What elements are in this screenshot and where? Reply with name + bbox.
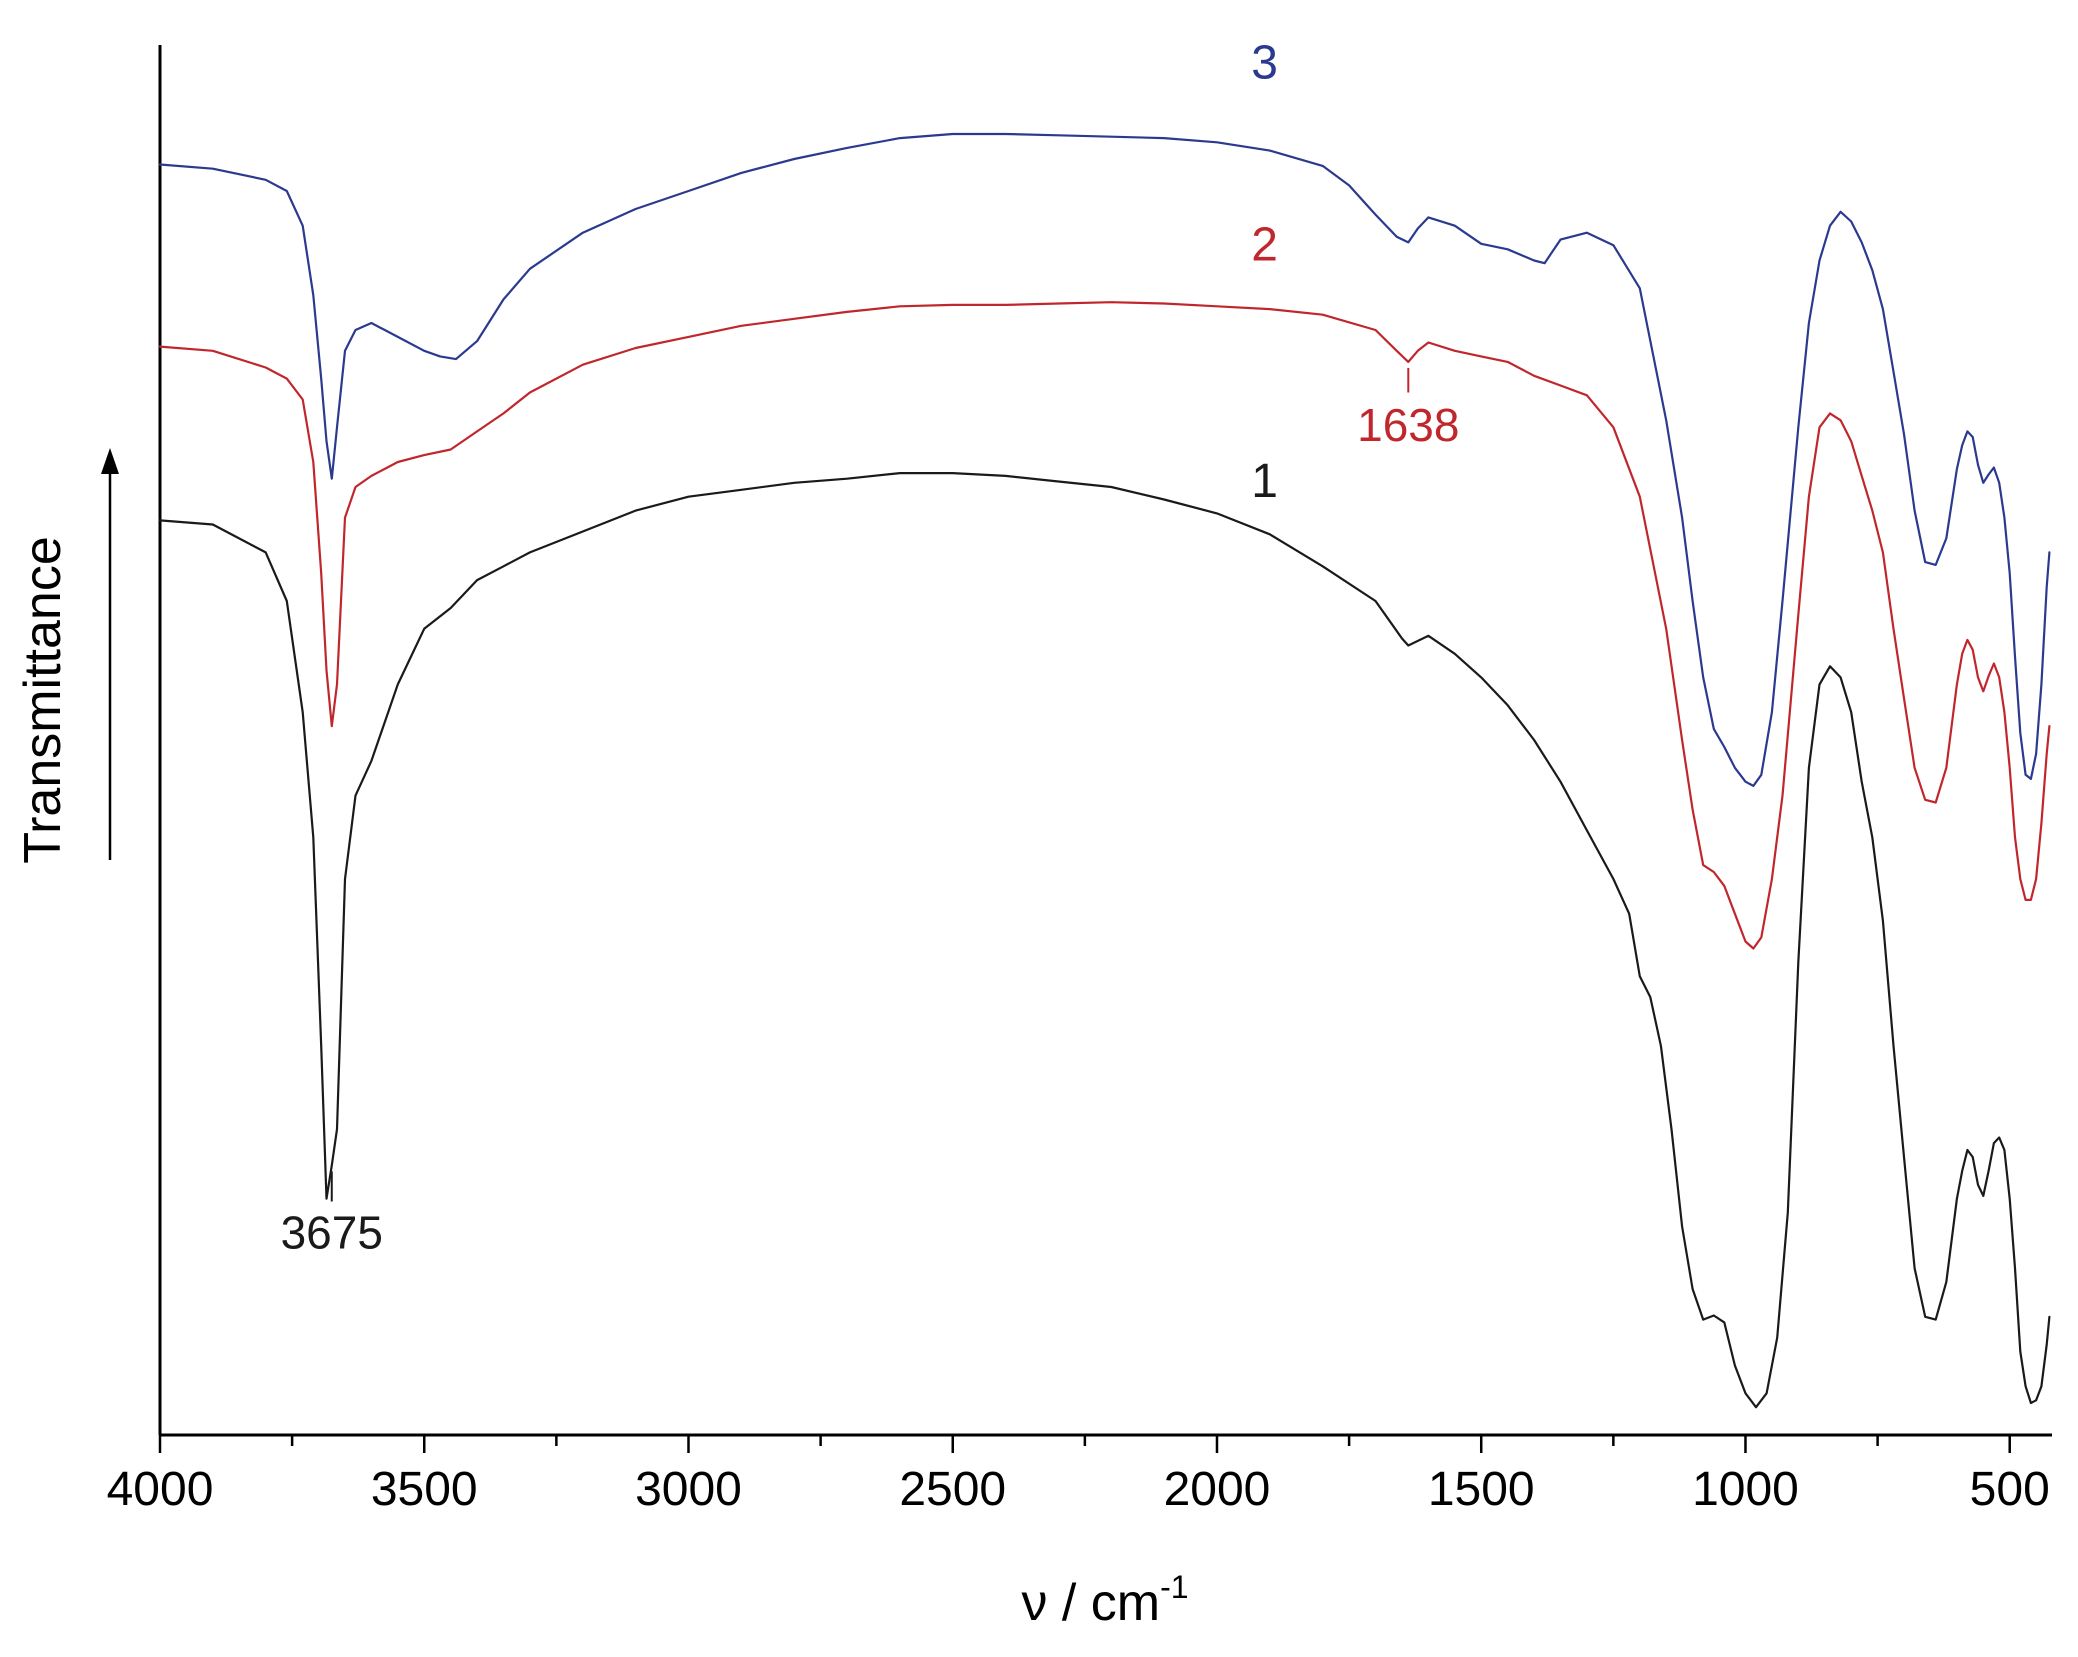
y-axis-title: Transmittance [14, 536, 72, 864]
y-axis-arrow [101, 448, 119, 860]
series-label-1: 1 [1251, 455, 1278, 508]
series-label-group: 1 2 3 [1251, 36, 1278, 507]
series-line-1 [158, 472, 2051, 1409]
x-tick-label: 2500 [899, 1463, 1006, 1516]
series-label-3: 3 [1251, 36, 1278, 89]
series-line-2 [158, 301, 2051, 950]
x-tick-label: 1000 [1692, 1463, 1799, 1516]
x-axis-title: ν / cm-1 [1021, 1569, 1188, 1632]
peak-label-1638: 1638 [1357, 399, 1459, 451]
series-label-2: 2 [1251, 218, 1278, 271]
x-tick-label: 4000 [107, 1463, 214, 1516]
annotation-group: 3675 1638 [281, 367, 1459, 1259]
x-tick-label: 2000 [1164, 1463, 1271, 1516]
x-axis-title-superscript: -1 [1160, 1569, 1188, 1605]
y-axis-title-group: Transmittance [14, 536, 72, 864]
peak-label-3675: 3675 [281, 1207, 383, 1259]
x-tick-label: 3500 [371, 1463, 478, 1516]
x-tick-label: 3000 [635, 1463, 742, 1516]
series-group [158, 132, 2051, 1409]
series-line-3 [158, 132, 2051, 787]
x-tick-label: 1500 [1428, 1463, 1535, 1516]
x-axis-ticks: 4000 3500 3000 2500 2000 1500 1000 500 [107, 1435, 2050, 1516]
y-axis-arrow-head-icon [101, 448, 119, 474]
x-tick-label: 500 [1970, 1463, 2050, 1516]
